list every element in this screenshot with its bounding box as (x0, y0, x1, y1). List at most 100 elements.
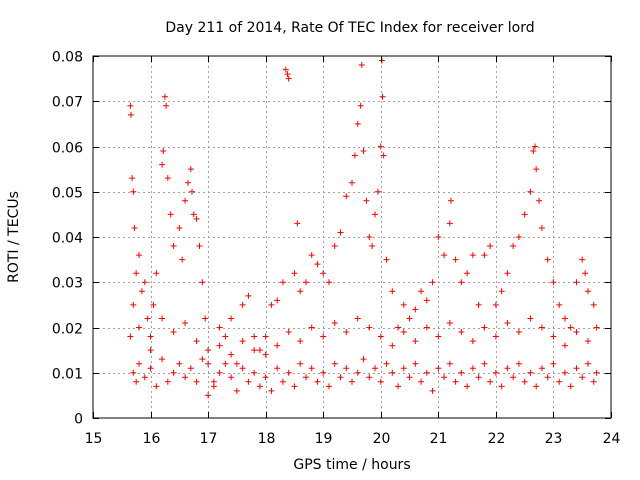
data-point (590, 378, 597, 385)
data-point (389, 288, 396, 295)
data-point (446, 220, 453, 227)
x-tick-label: 20 (373, 431, 391, 447)
data-point (331, 360, 338, 367)
data-point (279, 279, 286, 286)
data-point (418, 288, 425, 295)
data-point (176, 224, 183, 231)
data-point (349, 179, 355, 186)
data-point (481, 360, 488, 367)
data-point (423, 369, 430, 376)
data-point (429, 387, 436, 394)
data-point (389, 342, 396, 349)
data-point (447, 197, 454, 204)
data-point (308, 252, 315, 259)
data-point (383, 256, 390, 263)
data-point (544, 374, 551, 381)
data-point (202, 315, 209, 322)
data-point (351, 152, 358, 159)
data-point (187, 166, 194, 173)
data-point (492, 369, 499, 376)
data-point (127, 111, 134, 118)
data-point (228, 351, 235, 358)
data-point (556, 378, 563, 385)
data-point (536, 197, 543, 204)
data-point (187, 365, 194, 372)
data-point (136, 360, 143, 367)
data-point (395, 383, 402, 390)
data-point (464, 270, 471, 277)
data-point (538, 365, 545, 372)
data-point (412, 306, 419, 313)
data-point (256, 347, 263, 354)
data-point (159, 315, 166, 322)
x-tick-label: 15 (85, 431, 103, 447)
x-tick-label: 22 (488, 431, 506, 447)
data-point (475, 301, 482, 308)
data-point (582, 270, 589, 277)
data-point (129, 175, 136, 182)
data-point (550, 279, 557, 286)
data-point (297, 338, 304, 345)
y-tick-label: 0.07 (52, 95, 83, 111)
data-point (222, 333, 229, 340)
data-point (530, 148, 537, 155)
data-point (377, 333, 384, 340)
data-point (498, 288, 505, 295)
y-tick-label: 0.03 (52, 276, 83, 292)
data-point (544, 256, 551, 263)
data-point (274, 297, 281, 304)
data-point (354, 369, 361, 376)
data-point (130, 301, 137, 308)
data-point (406, 374, 413, 381)
data-point (379, 93, 386, 100)
data-point (343, 365, 350, 372)
data-point (573, 329, 580, 336)
data-point (285, 369, 292, 376)
data-point (469, 252, 476, 259)
data-point (167, 211, 174, 218)
data-point (222, 360, 229, 367)
data-point (363, 197, 370, 204)
data-point (492, 301, 499, 308)
y-tick-labels: 0 0.01 0.02 0.03 0.04 0.05 0.06 0.07 0.08 (52, 50, 83, 428)
data-point (550, 333, 557, 340)
data-point (357, 102, 364, 109)
x-tick-label: 21 (430, 431, 448, 447)
y-tick-label: 0.02 (52, 322, 83, 338)
data-point (274, 342, 281, 349)
x-tick-label: 18 (258, 431, 276, 447)
y-tick-label: 0.06 (52, 141, 83, 157)
data-point (161, 93, 168, 100)
data-point (147, 365, 154, 372)
data-point (268, 301, 275, 308)
data-point (374, 188, 381, 195)
grid (93, 56, 611, 418)
data-point (435, 333, 442, 340)
data-point (550, 360, 557, 367)
data-point (515, 234, 522, 240)
data-point (170, 243, 177, 250)
x-tick-label: 16 (143, 431, 161, 447)
data-point (366, 324, 373, 331)
data-point (136, 252, 143, 259)
data-point (360, 356, 367, 363)
data-point (233, 387, 240, 394)
x-axis-label: GPS time / hours (293, 457, 410, 473)
data-point (532, 143, 539, 150)
data-point (216, 369, 223, 376)
data-point (561, 315, 568, 322)
data-point (144, 315, 151, 322)
data-point (163, 102, 170, 109)
data-point (573, 365, 580, 372)
data-point (279, 378, 286, 385)
data-point (452, 256, 459, 263)
data-point (205, 392, 212, 399)
x-tick-label: 24 (603, 431, 621, 447)
data-point (205, 347, 212, 354)
data-point (412, 360, 419, 367)
data-point (510, 243, 517, 250)
data-point (251, 369, 258, 376)
data-point (556, 301, 563, 308)
data-point (380, 152, 387, 159)
